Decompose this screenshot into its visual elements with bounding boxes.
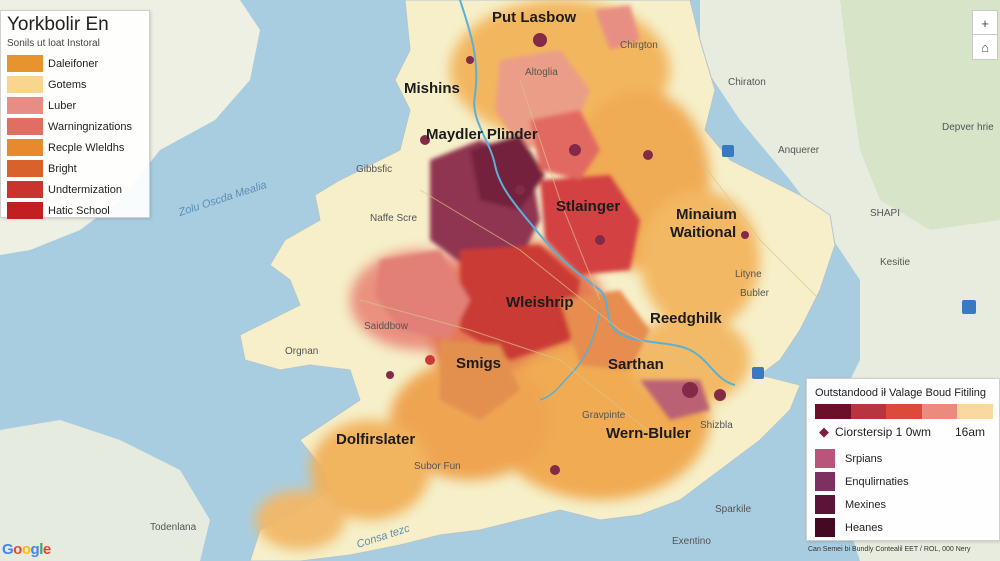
place-label-reedghilk: Reedghilk — [650, 310, 722, 327]
choropleth-layer — [255, 0, 760, 550]
legend-item: Daleifoner — [7, 53, 149, 74]
place-label-mishins: Mishins — [404, 80, 460, 97]
home-icon: ⌂ — [981, 39, 989, 55]
highway-shield-a — [722, 145, 734, 157]
place-label-wleishrip: Wleishrip — [506, 294, 574, 311]
legend-right: Outstandood ił Valage Boud Fitiling ◆ Ci… — [806, 378, 1000, 541]
legend-label: Enqulirnaties — [845, 475, 909, 488]
roads — [359, 79, 821, 441]
place-label-maydler-plinder: Maydler Plinder — [426, 126, 538, 143]
place-label-stlainger: Stlainger — [556, 198, 620, 215]
place-label-saiddbow: Saiddbow — [364, 321, 409, 332]
scale-right-label: 16am — [954, 425, 985, 439]
ramp-step — [815, 404, 851, 419]
place-label-bubler: Bubler — [740, 288, 770, 299]
legend-swatch — [7, 160, 43, 177]
legend-swatch — [815, 518, 835, 537]
legend-label: Srpians — [845, 452, 883, 465]
place-label-altoglia: Altoglia — [525, 67, 558, 78]
plus-icon: + — [981, 15, 989, 31]
color-ramp — [815, 404, 993, 419]
google-logo: Google — [2, 541, 51, 558]
legend-item: Recple Wleldhs — [7, 137, 149, 158]
legend-item: Gotems — [7, 74, 149, 95]
place-label-lityne: Lityne — [735, 269, 762, 280]
place-label-put-lasbow: Put Lasbow — [492, 9, 577, 26]
place-label-chirgton: Chirgton — [620, 40, 658, 51]
legend-item: Mexines — [815, 493, 999, 516]
legend-swatch — [7, 97, 43, 114]
legend-label: Undtermization — [48, 183, 122, 196]
legend-item: Hatic School — [7, 200, 149, 221]
legend-label: Daleifoner — [48, 57, 99, 70]
place-label-sparkile: Sparkile — [715, 504, 752, 515]
place-label-gibbsfic: Gibbsfic — [356, 164, 392, 175]
legend-label: Luber — [48, 99, 77, 112]
river — [459, 0, 736, 386]
legend-swatch — [7, 118, 43, 135]
highway-shield-c — [752, 367, 764, 379]
legend-label: Gotems — [48, 78, 87, 91]
ramp-step — [921, 404, 958, 419]
legend-swatch — [7, 76, 43, 93]
place-label-depver-hrie: Depver hrie — [942, 122, 994, 133]
legend-item: Undtermization — [7, 179, 149, 200]
legend-swatch — [7, 55, 43, 72]
legend-left: Yorkbolir En Sonils ut loat Instoral Dal… — [0, 10, 150, 221]
legend-swatch — [7, 202, 43, 219]
legend-swatch — [815, 472, 835, 491]
legend-label: Warningnizations — [48, 120, 132, 133]
place-label-chiraton: Chiraton — [728, 77, 766, 88]
place-label-shizbla: Shizbla — [700, 420, 733, 431]
place-label-naffe-scre: Naffe Scre — [370, 213, 417, 224]
place-label-orgnan: Orgnan — [285, 346, 318, 357]
highway-shield-b — [962, 300, 976, 314]
legend-label: Hatic School — [48, 204, 110, 217]
zoom-in-button[interactable]: + — [972, 10, 998, 36]
legend-item: Warningnizations — [7, 116, 149, 137]
place-label-exentino: Exentino — [672, 536, 711, 547]
place-label-smigs: Smigs — [456, 355, 501, 372]
legend-swatch — [7, 181, 43, 198]
legend-title: Yorkbolir En — [7, 14, 109, 35]
place-label-minaium: Minaium — [676, 206, 737, 223]
home-button[interactable]: ⌂ — [972, 34, 998, 60]
legend-swatch — [7, 139, 43, 156]
legend-label: Recple Wleldhs — [48, 141, 125, 154]
land-east-belt — [840, 0, 1000, 230]
place-label-kesitie: Kesitie — [880, 257, 910, 268]
legend-label: Heanes — [845, 521, 883, 534]
legend-right-title: Outstandood ił Valage Boud Fitiling — [815, 387, 987, 399]
map-pin-icon: ◆ — [819, 424, 829, 439]
legend-swatch — [815, 495, 835, 514]
place-label-gravpinte: Gravpinte — [582, 410, 626, 421]
legend-item: Enqulirnaties — [815, 470, 999, 493]
land-southwest — [0, 420, 210, 561]
river-branch — [539, 309, 601, 401]
place-label-shapi: SHAPI — [870, 208, 900, 219]
legend-label: Bright — [48, 162, 77, 175]
place-label-anquerer: Anquerer — [778, 145, 820, 156]
place-label-waitional: Waitional — [670, 224, 736, 241]
legend-item: Bright — [7, 158, 149, 179]
ramp-step — [850, 404, 887, 419]
legend-item: Srpians — [815, 447, 999, 470]
legend-item: Heanes — [815, 516, 999, 539]
scale-row: ◆ Ciorstersip 1 0wm 16am — [819, 424, 999, 440]
scale-left-label: Ciorstersip 1 0wm — [835, 425, 932, 439]
legend-item: Luber — [7, 95, 149, 116]
place-label-suborary-fm: Subor Fun — [414, 461, 461, 472]
place-label-wern-bluler: Wern-Bluler — [606, 425, 691, 442]
place-label-sarthan: Sarthan — [608, 356, 664, 373]
map-attribution: Can Semei bi Bundly Contealil EET / ROL,… — [808, 546, 971, 553]
legend-swatch — [815, 449, 835, 468]
legend-label: Mexines — [845, 498, 886, 511]
place-label-todenlana: Todenlana — [150, 522, 197, 533]
ramp-step — [886, 404, 922, 419]
ramp-step — [957, 404, 993, 419]
legend-subtitle: Sonils ut loat Instoral — [7, 38, 100, 49]
place-label-dolfirslater: Dolfirslater — [336, 431, 415, 448]
